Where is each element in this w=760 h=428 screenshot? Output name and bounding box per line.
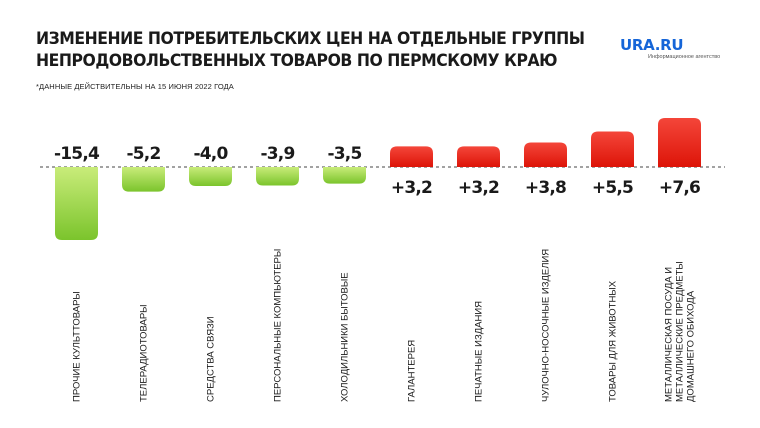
category-label-8: ЧУЛОЧНО-НОСОЧНЫЕ ИЗДЕЛИЯ [541, 249, 552, 402]
value-label-8: +3,8 [525, 178, 566, 198]
value-label-7: +3,2 [458, 178, 499, 198]
chart-title-line-2: НЕПРОДОВОЛЬСТВЕННЫХ ТОВАРОВ ПО ПЕРМСКОМУ… [36, 51, 557, 71]
bar-6 [390, 146, 433, 167]
category-label-10: МЕТАЛЛИЧЕСКАЯ ПОСУДА ИМЕТАЛЛИЧЕСКИЕ ПРЕД… [664, 261, 697, 402]
value-label-9: +5,5 [592, 178, 633, 198]
bar-1 [55, 167, 98, 240]
category-label-7: ПЕЧАТНЫЕ ИЗДАНИЯ [474, 301, 485, 402]
category-label-6: ГАЛАНТЕРЕЯ [407, 340, 418, 402]
category-label-9: ТОВАРЫ ДЛЯ ЖИВОТНЫХ [608, 280, 619, 402]
bar-3 [189, 167, 232, 186]
category-label-2: ТЕЛЕРАДИОТОВАРЫ [139, 304, 150, 402]
value-label-5: -3,5 [328, 144, 362, 164]
category-label-4: ПЕРСОНАЛЬНЫЕ КОМПЬЮТЕРЫ [273, 249, 284, 402]
value-label-1: -15,4 [54, 144, 100, 164]
bar-2 [122, 167, 165, 192]
bar-10 [658, 118, 701, 167]
category-label-3: СРЕДСТВА СВЯЗИ [206, 316, 217, 402]
value-label-2: -5,2 [127, 144, 161, 164]
value-label-10: +7,6 [659, 178, 700, 198]
bar-8 [524, 142, 567, 167]
value-label-6: +3,2 [391, 178, 432, 198]
category-label-1: ПРОЧИЕ КУЛЬТТОВАРЫ [72, 291, 83, 402]
data-date-note: *ДАННЫЕ ДЕЙСТВИТЕЛЬНЫ НА 15 ИЮНЯ 2022 ГО… [36, 82, 234, 91]
brand-logo: URA.RU Информационное агентство [620, 36, 730, 60]
bar-7 [457, 146, 500, 167]
chart-title-line-1: ИЗМЕНЕНИЕ ПОТРЕБИТЕЛЬСКИХ ЦЕН НА ОТДЕЛЬН… [36, 29, 585, 49]
value-label-3: -4,0 [194, 144, 229, 164]
logo-tagline: Информационное агентство [648, 54, 721, 60]
value-label-4: -3,9 [261, 144, 295, 164]
chart-title: ИЗМЕНЕНИЕ ПОТРЕБИТЕЛЬСКИХ ЦЕН НА ОТДЕЛЬН… [36, 28, 588, 72]
logo-name: URA.RU [620, 36, 684, 54]
bar-4 [256, 167, 299, 186]
bar-9 [591, 131, 634, 167]
bar-5 [323, 167, 366, 184]
category-label-5: ХОЛОДИЛЬНИКИ БЫТОВЫЕ [340, 272, 351, 402]
